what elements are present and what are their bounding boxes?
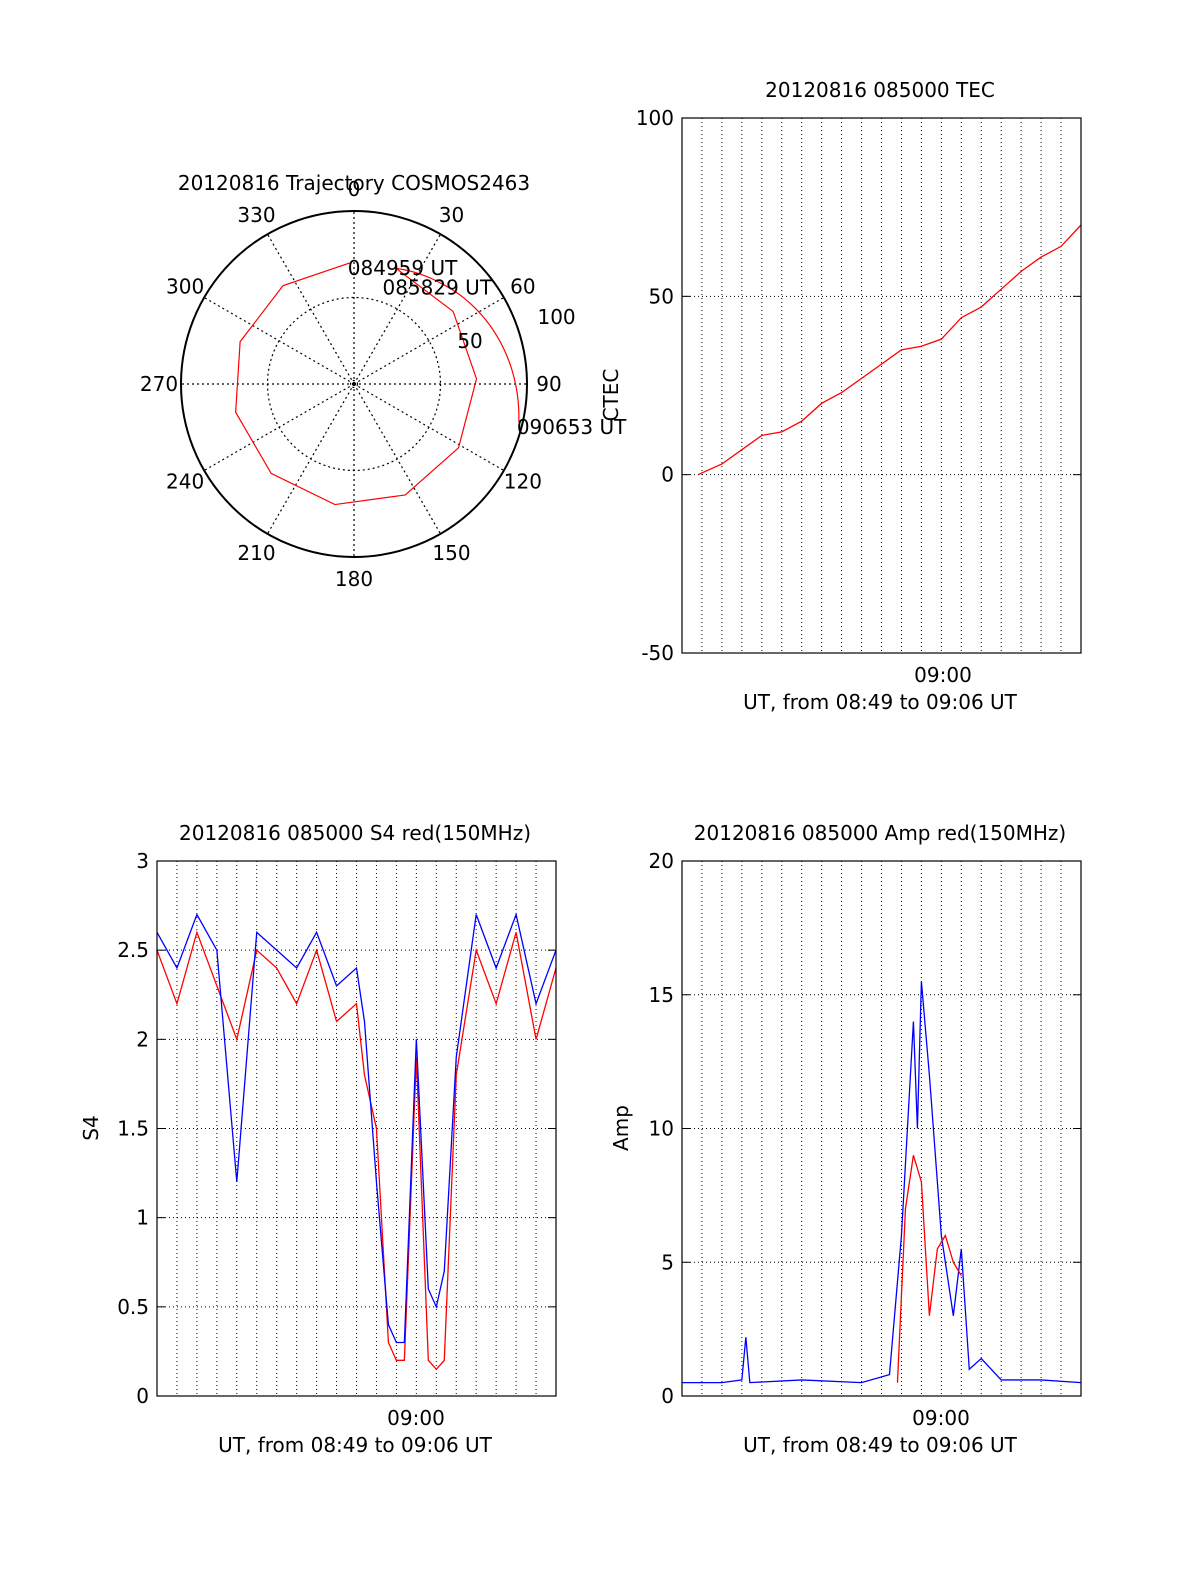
polar-azimuth-label: 0: [348, 177, 361, 201]
polar-spoke-120: [353, 383, 505, 472]
polar-time-label: 084959 UT: [348, 256, 458, 280]
s4-ytick-label: 1: [136, 1206, 149, 1230]
tec-ylabel: CTEC: [599, 369, 623, 422]
polar-time-label: 090653 UT: [517, 415, 627, 439]
s4-ytick-label: 1.5: [117, 1117, 149, 1141]
polar-ring-1: [349, 379, 359, 389]
polar-azimuth-label: 210: [237, 541, 275, 565]
amp-frame: [681, 860, 1082, 1397]
polar-azimuth-label: 300: [166, 275, 204, 299]
tec-ytick-label: 100: [636, 106, 674, 130]
polar-labels: 0 30 60 90 120 150 180 210 240 270 300 330 50 100: [140, 177, 576, 591]
amp-ytick-label: 10: [649, 1117, 674, 1141]
polar-radial-label: 50: [457, 329, 482, 353]
tec-ytick-label: 50: [649, 284, 674, 308]
polar-time-label: 085829 UT: [382, 275, 492, 299]
s4-ytick-label: 0.5: [117, 1295, 149, 1319]
tec-title: 20120816 085000 TEC: [765, 78, 995, 102]
polar-spoke-330: [266, 233, 355, 385]
polar-azimuth-label: 120: [504, 470, 542, 494]
tec-frame: [681, 117, 1082, 654]
tec-xlabel: UT, from 08:49 to 09:06 UT: [743, 690, 1018, 714]
polar-spoke-60: [353, 296, 505, 385]
s4-ytick-label: 0: [136, 1384, 149, 1408]
s4-plot: 20120816 085000 S4 red(150MHz) S4 09:00 …: [79, 821, 557, 1457]
polar-spoke-150: [353, 383, 442, 535]
polar-grid: [180, 210, 528, 558]
polar-azimuth-label: 240: [166, 470, 204, 494]
s4-ylabel: S4: [79, 1115, 103, 1140]
s4-axes: 0 0.5 1 1.5 2 2.5 3: [117, 849, 557, 1408]
s4-ytick-label: 3: [136, 849, 149, 873]
polar-spoke-210: [266, 383, 355, 535]
s4-ytick-label: 2.5: [117, 938, 149, 962]
amp-title: 20120816 085000 Amp red(150MHz): [694, 821, 1066, 845]
amp-plot: 20120816 085000 Amp red(150MHz) Amp 09:0…: [609, 821, 1082, 1457]
s4-series-line-0: [156, 930, 557, 1371]
tec-ytick-label: 0: [661, 463, 674, 487]
amp-series-line-0: [682, 981, 1082, 1384]
amp-xlabel: UT, from 08:49 to 09:06 UT: [743, 1433, 1018, 1457]
tec-axes: -50 0 50 100: [636, 106, 1082, 665]
polar-azimuth-label: 30: [439, 203, 464, 227]
tec-ytick-label: -50: [641, 641, 674, 665]
polar-azimuth-label: 150: [432, 541, 470, 565]
amp-axes: 0 5 10 15 20: [649, 849, 1082, 1408]
s4-xtick: 09:00: [387, 1406, 445, 1430]
polar-spoke-300: [203, 296, 355, 385]
s4-series-line-1: [156, 912, 557, 1344]
polar-outer-circle: [180, 210, 528, 558]
amp-series-line-1: [896, 1155, 962, 1383]
polar-spoke-240: [203, 383, 355, 472]
polar-azimuth-label: 90: [536, 372, 561, 396]
s4-xlabel: UT, from 08:49 to 09:06 UT: [218, 1433, 493, 1457]
polar-azimuth-label: 330: [237, 203, 275, 227]
polar-radial-label: 100: [537, 305, 575, 329]
s4-title: 20120816 085000 S4 red(150MHz): [179, 821, 531, 845]
polar-plot: 20120816 Trajectory COSMOS2463 084959 UT…: [140, 171, 627, 591]
amp-ytick-label: 0: [661, 1384, 674, 1408]
tec-plot: 20120816 085000 TEC CTEC 09:00 UT, from …: [599, 78, 1082, 714]
polar-title: 20120816 Trajectory COSMOS2463: [178, 171, 530, 195]
polar-trajectory-line: [235, 262, 520, 506]
polar-azimuth-label: 60: [510, 275, 535, 299]
s4-ytick-label: 2: [136, 1027, 149, 1051]
tec-xtick: 09:00: [914, 663, 972, 687]
s4-frame: [156, 860, 557, 1397]
tec-series-line-0: [697, 224, 1082, 476]
polar-azimuth-label: 270: [140, 372, 178, 396]
amp-ytick-label: 20: [649, 849, 674, 873]
polar-azimuth-label: 180: [335, 567, 373, 591]
amp-ytick-label: 5: [661, 1250, 674, 1274]
polar-spoke-30: [353, 233, 442, 385]
amp-xtick: 09:00: [912, 1406, 970, 1430]
amp-ylabel: Amp: [609, 1105, 633, 1151]
amp-ytick-label: 15: [649, 983, 674, 1007]
